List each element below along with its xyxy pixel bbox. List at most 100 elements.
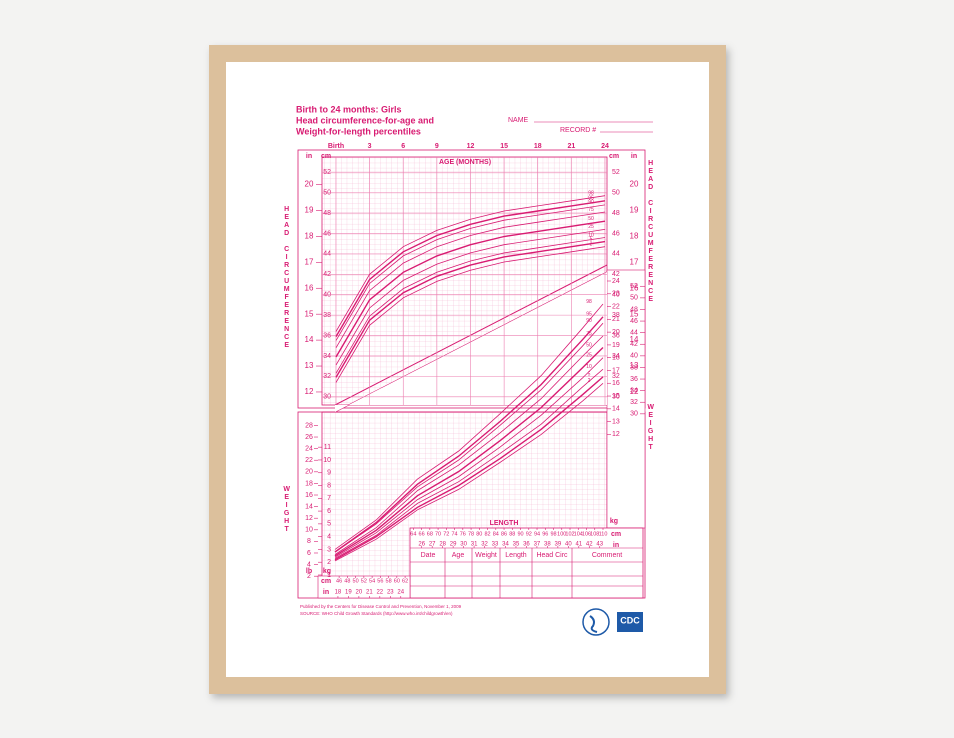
y-axis-label: HEAD CIRCUMFERENCE [283, 206, 290, 350]
y-tick-label: 42 [323, 271, 331, 278]
y-tick-label: 6 [327, 508, 331, 515]
y2-tick-label: 36 [630, 376, 638, 383]
y-tick-label: 32 [612, 373, 620, 380]
right-axis [606, 269, 646, 529]
x2-tick-label: 19 [345, 590, 352, 596]
y2-tick-label: 42 [630, 341, 638, 348]
percentile-label: 75 [586, 331, 592, 337]
x2-tick-label: 31 [471, 542, 478, 548]
y-tick-label: 38 [323, 312, 331, 319]
unit-label: kg [610, 518, 618, 525]
x-tick-label: 88 [509, 531, 515, 537]
y-axis-label: HEAD CIRCUMFERENCE [647, 160, 654, 304]
percentile-label: 10 [588, 232, 594, 238]
footer: SOURCE: WHO Child Growth Standards (http… [300, 611, 453, 616]
x2-tick-label: 42 [586, 542, 593, 548]
x-tick-label: 60 [394, 578, 400, 584]
x2-tick-label: 18 [335, 590, 342, 596]
y2-tick-label: 4 [307, 561, 311, 568]
x-tick-label: 48 [344, 578, 350, 584]
x2-tick-label: 24 [397, 590, 404, 596]
title: Birth to 24 months: Girls [296, 104, 402, 114]
y-tick-label: 48 [612, 210, 620, 217]
y2-tick-label: 34 [630, 387, 638, 394]
unit-label: cm [321, 153, 331, 160]
unit-label: cm [609, 153, 619, 160]
x-tick-label: 46 [336, 578, 342, 584]
x2-tick-label: 29 [450, 542, 457, 548]
x2-tick-label: 21 [366, 590, 373, 596]
y2-tick-label: 12 [305, 387, 314, 396]
y2-tick-label: 13 [630, 361, 639, 370]
x-tick-label: 104 [574, 531, 583, 537]
unit-label: in [631, 153, 637, 160]
y2-tick-label: 17 [630, 257, 639, 266]
x-tick-label: 9 [435, 143, 439, 150]
y-tick-label: 32 [323, 373, 331, 380]
y-tick-label: 34 [323, 353, 331, 360]
table-header: Comment [592, 552, 622, 559]
x-tick-label: 68 [427, 531, 433, 537]
x-tick-label: 72 [443, 531, 449, 537]
percentile-line [335, 246, 606, 383]
y-tick-label: 8 [327, 482, 331, 489]
table-header: Date [421, 552, 436, 559]
y-tick-label: 52 [323, 169, 331, 176]
x2-tick-label: 26 [418, 542, 425, 548]
table-header: Weight [475, 552, 497, 559]
y2-tick-label: 28 [305, 422, 313, 429]
y2-tick-label: 32 [630, 399, 638, 406]
percentile-line [335, 229, 606, 366]
percentile-line [335, 240, 606, 378]
percentile-label: 98 [586, 299, 592, 305]
table-header: Head Circ [536, 552, 568, 559]
y-axis-label: WEIGHT [282, 486, 290, 534]
y2-tick-label: 20 [305, 469, 313, 476]
y-tick-label: 13 [612, 418, 620, 425]
y2-tick-label: 16 [630, 283, 639, 292]
y-tick-label: 22 [612, 303, 620, 310]
y-tick-label: 46 [323, 230, 331, 237]
percentile-label: 95 [588, 196, 594, 202]
x2-tick-label: 28 [439, 542, 446, 548]
hhs-logo-mark [589, 615, 598, 633]
y2-tick-label: 20 [305, 180, 314, 189]
y2-tick-label: 22 [305, 457, 313, 464]
x-tick-label: 58 [386, 578, 392, 584]
y2-tick-label: 24 [305, 445, 313, 452]
x-tick-label: 82 [484, 531, 490, 537]
x2-tick-label: 35 [513, 542, 520, 548]
y2-tick-label: 18 [630, 232, 639, 241]
x-tick-label: 84 [493, 531, 499, 537]
y2-tick-label: 13 [305, 361, 314, 370]
unit-label: in [306, 153, 312, 160]
y2-tick-label: 16 [305, 492, 313, 499]
x-tick-label: 94 [534, 531, 540, 537]
y-tick-label: 11 [324, 444, 331, 451]
x-tick-label: 74 [452, 531, 458, 537]
percentile-line [334, 303, 604, 550]
y-tick-label: 21 [612, 316, 620, 323]
x2-tick-label: 30 [460, 542, 467, 548]
percentile-line [335, 200, 606, 337]
percentile-line [334, 357, 604, 558]
x-tick-label: 62 [402, 578, 408, 584]
document: Birth to 24 months: Girls Head circumfer… [296, 104, 653, 636]
y2-tick-label: 20 [630, 180, 639, 189]
y2-tick-label: 44 [630, 330, 638, 337]
x-tick-label: 15 [500, 143, 508, 150]
y-tick-label: 50 [323, 189, 331, 196]
x-tick-label: 92 [526, 531, 532, 537]
percentile-label: 2 [590, 242, 593, 248]
x-tick-label: 90 [517, 531, 523, 537]
y2-tick-label: 50 [630, 295, 638, 302]
cdc-logo [617, 612, 643, 632]
table-header: Age [452, 552, 465, 559]
percentile-line [334, 335, 604, 555]
y-tick-label: 17 [612, 367, 620, 374]
y2-tick-label: 46 [630, 318, 638, 325]
y-tick-label: 1 [327, 572, 331, 579]
x2-tick-label: 43 [596, 542, 603, 548]
y2-tick-label: 14 [630, 335, 639, 344]
y2-tick-label: 19 [630, 206, 639, 215]
